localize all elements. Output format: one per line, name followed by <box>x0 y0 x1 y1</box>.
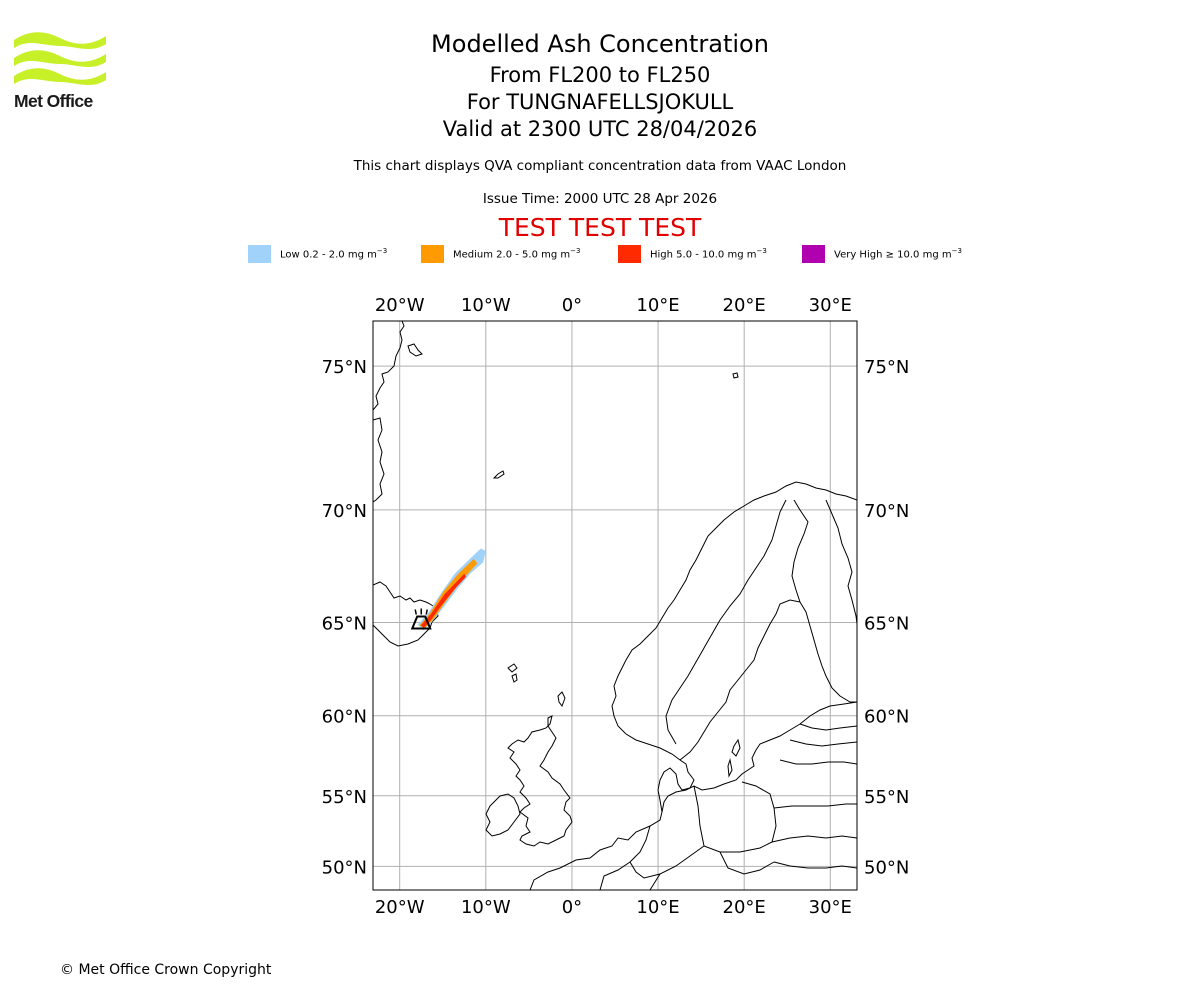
jan-mayen <box>492 470 505 479</box>
norway-sweden-border <box>665 499 787 745</box>
valid-time: Valid at 2300 UTC 28/04/2026 <box>442 117 758 141</box>
map-frame <box>372 320 858 891</box>
legend-item-low: Low 0.2 - 2.0 mg m−3 <box>248 244 387 264</box>
greenland-coast-south <box>373 417 385 503</box>
map-graticule <box>373 321 857 890</box>
legend-item-medium: Medium 2.0 - 5.0 mg m−3 <box>421 244 580 264</box>
finland-coast <box>799 601 857 703</box>
legend-swatch-low <box>248 245 271 263</box>
greenland-coast <box>373 321 405 411</box>
lon-tick-label-top: 10°W <box>461 295 511 316</box>
chart-description: This chart displays QVA compliant concen… <box>353 158 847 174</box>
baltic-states-borders <box>779 723 857 765</box>
volcano-marker <box>410 615 432 630</box>
western-europe-borders <box>599 825 661 890</box>
ireland-coast <box>485 793 521 837</box>
lon-tick-label-top: 20°E <box>723 295 766 316</box>
lat-tick-label-right: 65°N <box>864 613 909 634</box>
legend-label-medium: Medium 2.0 - 5.0 mg m <box>453 249 571 261</box>
logo-text: Met Office <box>14 91 93 111</box>
lat-tick-label-left: 55°N <box>322 787 367 808</box>
met-office-logo: Met Office <box>14 30 106 112</box>
central-europe-borders <box>649 781 857 890</box>
sweden-east-coast <box>679 599 801 761</box>
lat-tick-label-right: 70°N <box>864 501 909 522</box>
shetland <box>557 691 566 708</box>
bear-island <box>732 372 739 379</box>
scandinavia-coast <box>611 481 857 761</box>
legend-item-high: High 5.0 - 10.0 mg m−3 <box>618 244 767 264</box>
chart-title: Modelled Ash Concentration <box>431 30 769 58</box>
coastlines <box>373 321 857 890</box>
flight-level-range: From FL200 to FL250 <box>489 63 711 87</box>
lat-tick-label-left: 70°N <box>322 501 367 522</box>
lat-tick-label-left: 75°N <box>322 357 367 378</box>
ash-plume <box>417 548 486 631</box>
greenland-islet <box>407 343 423 357</box>
legend-swatch-very-high <box>802 245 825 263</box>
volcano-triangle-icon <box>410 608 432 630</box>
lon-tick-label-bottom: 0° <box>562 897 582 918</box>
plume-high <box>420 573 466 628</box>
met-office-waves-icon <box>14 32 106 86</box>
great-britain-coast <box>507 715 573 847</box>
lon-tick-label-top: 20°W <box>375 295 425 316</box>
issue-time: Issue Time: 2000 UTC 28 Apr 2026 <box>482 191 718 207</box>
faroe-islands <box>507 663 518 683</box>
continental-coast <box>529 701 857 890</box>
finland-russia-border <box>825 499 857 625</box>
lon-tick-label-top: 10°E <box>636 295 679 316</box>
lat-tick-label-left: 50°N <box>322 857 367 878</box>
lat-tick-label-right: 60°N <box>864 707 909 728</box>
lon-tick-label-bottom: 10°E <box>636 897 679 918</box>
gotland <box>731 738 741 757</box>
volcano-smoke <box>414 608 428 615</box>
copyright-notice: © Met Office Crown Copyright <box>60 962 272 978</box>
axis-tick-labels: 20°W 20°W 10°W 10°W 0° 0° 10°E 10°E 20°E 20°E 30°E… <box>322 295 910 918</box>
volcano-name: For TUNGNAFELLSJOKULL <box>466 90 734 114</box>
test-banner: TEST TEST TEST <box>498 213 702 242</box>
lat-tick-label-left: 60°N <box>322 707 367 728</box>
legend-item-very-high: Very High ≥ 10.0 mg m−3 <box>802 244 962 264</box>
legend-swatch-high <box>618 245 641 263</box>
lon-tick-label-top: 30°E <box>809 295 852 316</box>
lon-tick-label-bottom: 10°W <box>461 897 511 918</box>
lat-tick-label-left: 65°N <box>322 613 367 634</box>
legend-swatch-medium <box>421 245 444 263</box>
oland <box>727 758 733 778</box>
lon-tick-label-bottom: 20°W <box>375 897 425 918</box>
legend-label-very-high: Very High ≥ 10.0 mg m <box>834 249 952 261</box>
concentration-legend: Low 0.2 - 2.0 mg m−3 Medium 2.0 - 5.0 mg… <box>0 244 1200 264</box>
lon-tick-label-bottom: 20°E <box>723 897 766 918</box>
lat-tick-label-right: 50°N <box>864 857 909 878</box>
sweden-finland-border <box>791 499 809 603</box>
lon-tick-label-bottom: 30°E <box>809 897 852 918</box>
lat-tick-label-right: 75°N <box>864 357 909 378</box>
legend-label-high: High 5.0 - 10.0 mg m <box>650 249 757 261</box>
legend-label-low: Low 0.2 - 2.0 mg m <box>280 249 377 261</box>
lon-tick-label-top: 0° <box>562 295 582 316</box>
lat-tick-label-right: 55°N <box>864 787 909 808</box>
denmark-coast <box>657 759 695 813</box>
